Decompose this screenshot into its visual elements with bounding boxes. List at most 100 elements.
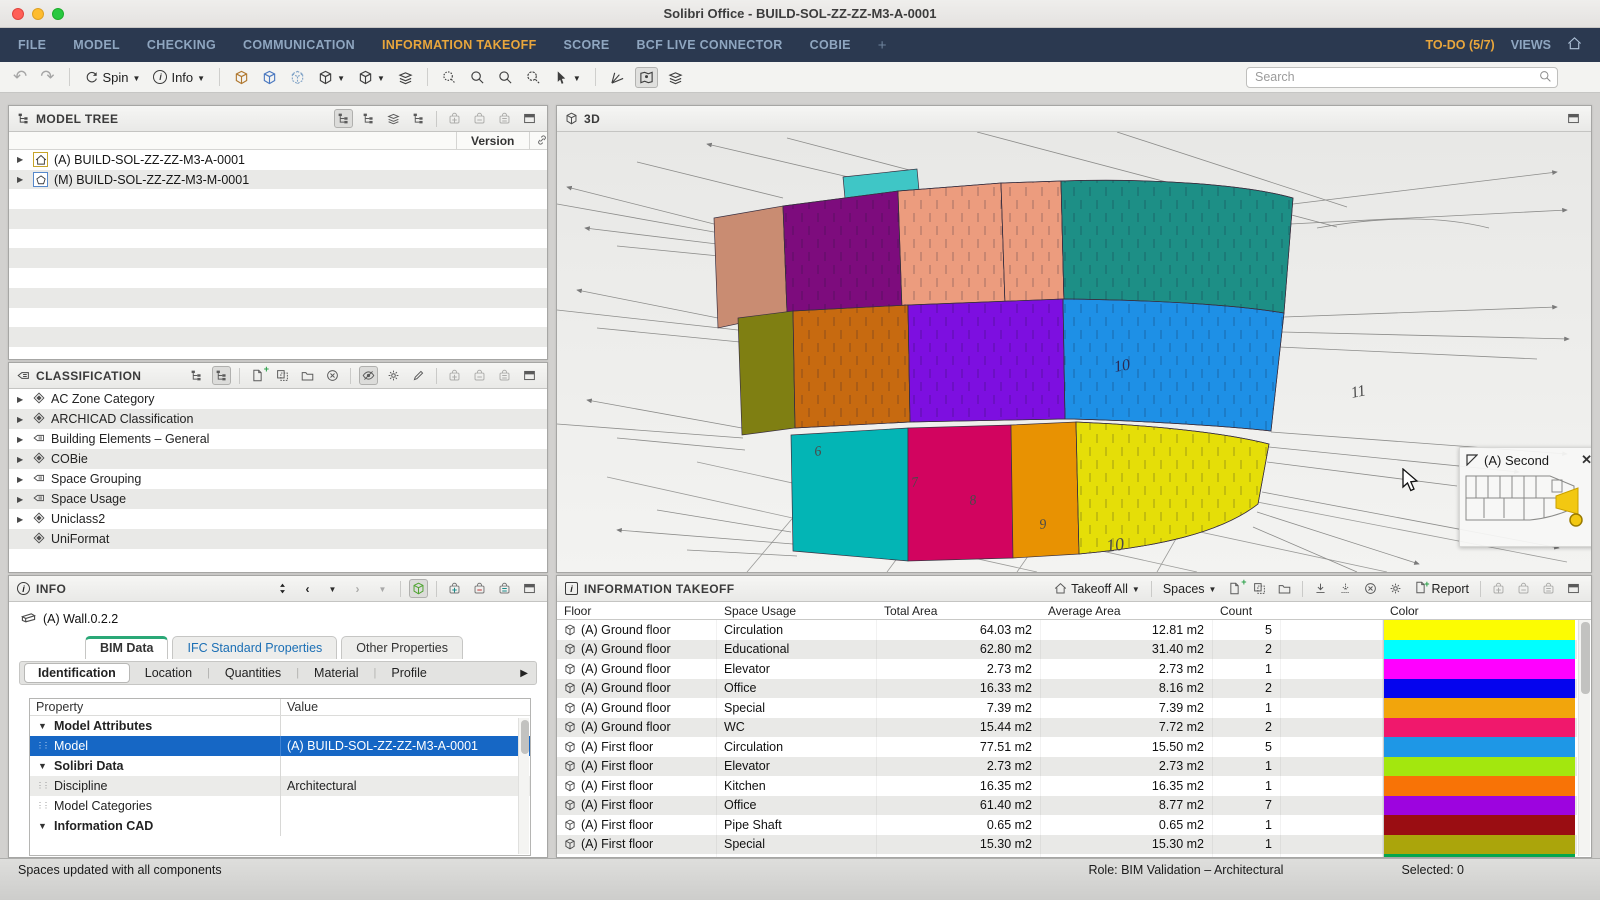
copy-classification-button[interactable]: [273, 366, 292, 385]
panel-maximize-icon[interactable]: [520, 366, 539, 385]
subtab-location[interactable]: Location: [144, 666, 193, 680]
zoom-in-button[interactable]: [467, 68, 488, 87]
subtab-material[interactable]: Material: [314, 666, 359, 680]
panel-maximize-icon[interactable]: [520, 109, 539, 128]
redo-button[interactable]: ↷: [40, 67, 55, 86]
zoom-window-button[interactable]: [52, 8, 64, 20]
table-row[interactable]: (A) First floor Office 61.40 m2 8.77 m2 …: [557, 795, 1577, 815]
basket-add-button[interactable]: +: [451, 585, 458, 595]
table-row[interactable]: (A) Ground floor Circulation 64.03 m2 12…: [557, 620, 1577, 640]
menu-communication[interactable]: COMMUNICATION: [243, 38, 355, 52]
property-group-row[interactable]: ▼ Solibri Data: [30, 756, 530, 776]
copy-takeoff-button[interactable]: [1250, 579, 1269, 598]
subtab-identification[interactable]: Identification: [24, 663, 130, 683]
spin-tool-button[interactable]: Spin ▼: [81, 68, 144, 87]
report-button[interactable]: + Report: [1411, 579, 1472, 598]
table-row[interactable]: (A) Ground floor WC 15.44 m2 7.72 m2 2: [557, 717, 1577, 737]
table-row[interactable]: (A) Ground floor Elevator 2.73 m2 2.73 m…: [557, 659, 1577, 679]
basket-remove-button[interactable]: −: [476, 372, 483, 382]
remove-takeoff-button[interactable]: [1361, 579, 1380, 598]
minimize-window-button[interactable]: [32, 8, 44, 20]
views-menu[interactable]: VIEWS: [1510, 38, 1551, 52]
classification-item[interactable]: ▶ Uniclass2: [17, 512, 106, 526]
classification-list-button[interactable]: [212, 366, 231, 385]
import-button[interactable]: [1311, 579, 1330, 598]
hide-components-button[interactable]: [259, 68, 280, 87]
info-tool-button[interactable]: i Info ▼: [150, 68, 208, 87]
menu-bcf-live-connector[interactable]: BCF LIVE CONNECTOR: [636, 38, 783, 52]
column-header-color[interactable]: Color: [1390, 604, 1419, 618]
select-tool-button[interactable]: ▼: [551, 68, 584, 87]
column-header-average-area[interactable]: Average Area: [1048, 604, 1121, 618]
menu-file[interactable]: FILE: [18, 38, 47, 52]
basket-remove-button[interactable]: −: [476, 115, 483, 125]
tree-view-flat-button[interactable]: [359, 109, 378, 128]
component-visibility-button[interactable]: ▼: [315, 68, 348, 87]
next-button[interactable]: ›: [355, 581, 360, 596]
info-dropdown-arrow[interactable]: ▼: [197, 73, 206, 83]
table-row[interactable]: (A) Ground floor Educational 62.80 m2 31…: [557, 639, 1577, 659]
table-row[interactable]: (A) First floor Pipe Shaft 0.65 m2 0.65 …: [557, 815, 1577, 835]
open-takeoff-button[interactable]: [1275, 579, 1294, 598]
column-header-floor[interactable]: Floor: [564, 604, 592, 618]
previous-dropdown[interactable]: ▼: [328, 585, 337, 594]
property-column-header[interactable]: Property: [36, 700, 84, 714]
next-dropdown[interactable]: ▼: [378, 585, 387, 594]
zoom-selected-button[interactable]: [523, 68, 544, 87]
basket-set-button[interactable]: =: [501, 115, 508, 125]
transparent-components-button[interactable]: [287, 68, 308, 87]
table-row[interactable]: (A) First floor Circulation 77.51 m2 15.…: [557, 737, 1577, 757]
show-components-button[interactable]: [231, 68, 252, 87]
subtab-quantities[interactable]: Quantities: [224, 666, 282, 680]
overlay-corner-icon[interactable]: [1466, 454, 1478, 466]
classification-item[interactable]: ▶ Space Usage: [9, 489, 547, 509]
basket-remove-button[interactable]: −: [1520, 585, 1527, 595]
table-row-partial[interactable]: [557, 854, 1577, 857]
column-header-space-usage[interactable]: Space Usage: [724, 604, 797, 618]
takeoff-scrollbar[interactable]: [1578, 620, 1590, 856]
menu-cobie[interactable]: COBIE: [809, 38, 851, 52]
layers-button[interactable]: [665, 68, 686, 87]
basket-set-button[interactable]: =: [501, 372, 508, 382]
classification-item[interactable]: ▶ Space Grouping: [17, 472, 142, 486]
panel-maximize-icon[interactable]: [1564, 579, 1583, 598]
classification-item[interactable]: ▶ COBie: [9, 449, 547, 469]
model-tree-item-architectural[interactable]: ▶ (A) BUILD-SOL-ZZ-ZZ-M3-A-0001: [17, 152, 245, 168]
undo-button[interactable]: ↶: [13, 67, 28, 86]
basket-add-button[interactable]: +: [451, 115, 458, 125]
floor-plan-overlay[interactable]: (A) Second ✕: [1459, 447, 1591, 547]
floor-plan-button[interactable]: [634, 66, 658, 88]
classification-item[interactable]: ▶ Building Elements – General: [17, 432, 210, 446]
menu-score[interactable]: SCORE: [563, 38, 610, 52]
property-row-model-categories[interactable]: ⋮⋮ Model Categories: [30, 796, 530, 816]
remove-classification-button[interactable]: [323, 366, 342, 385]
panel-maximize-icon[interactable]: [520, 579, 539, 598]
close-window-button[interactable]: [12, 8, 24, 20]
table-row[interactable]: (A) Ground floor Special 7.39 m2 7.39 m2…: [557, 698, 1577, 718]
property-table-scrollbar[interactable]: [518, 718, 529, 854]
tree-view-hierarchy-button[interactable]: [334, 109, 353, 128]
takeoff-settings-button[interactable]: [1386, 579, 1405, 598]
spin-dropdown-arrow[interactable]: ▼: [132, 73, 141, 83]
tab-bim-data[interactable]: BIM Data: [85, 636, 169, 659]
subtab-profile[interactable]: Profile: [391, 666, 427, 680]
basket-add-button[interactable]: +: [451, 372, 458, 382]
classification-item[interactable]: ▶ AC Zone Category: [17, 392, 155, 406]
previous-button[interactable]: ‹: [305, 581, 310, 596]
column-header-count[interactable]: Count: [1220, 604, 1253, 618]
classification-item[interactable]: UniFormat: [9, 529, 547, 549]
property-row-discipline[interactable]: ⋮⋮ Discipline Architectural: [30, 776, 530, 796]
table-row[interactable]: (A) First floor Special 15.30 m2 15.30 m…: [557, 834, 1577, 854]
new-classification-button[interactable]: +: [248, 364, 269, 385]
expand-arrow-icon[interactable]: ▶: [17, 175, 24, 185]
property-row-model[interactable]: ⋮⋮ Model (A) BUILD-SOL-ZZ-ZZ-M3-A-0001: [30, 736, 530, 756]
tree-view-layers-button[interactable]: [384, 109, 403, 128]
column-header-total-area[interactable]: Total Area: [884, 604, 938, 618]
classification-tree-button[interactable]: [187, 366, 206, 385]
view-projection-button[interactable]: ▼: [355, 68, 388, 87]
property-group-row[interactable]: ▼ Information CAD: [30, 816, 530, 836]
basket-add-button[interactable]: +: [1495, 585, 1502, 595]
basket-set-button[interactable]: =: [1545, 585, 1552, 595]
close-icon[interactable]: ✕: [1581, 452, 1591, 467]
views-home-icon[interactable]: [1567, 36, 1582, 54]
